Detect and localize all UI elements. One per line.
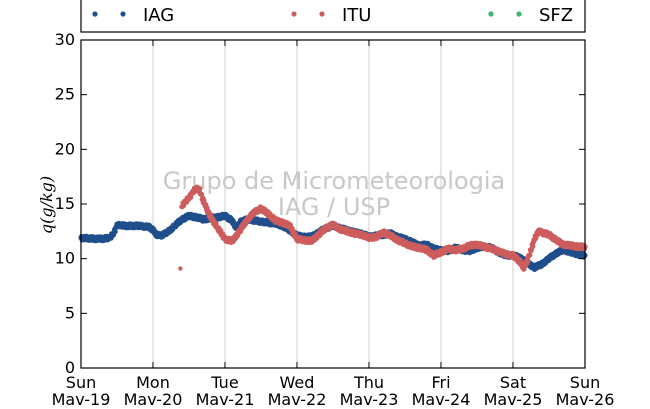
y-axis-label: q(g/kg) — [37, 176, 56, 234]
x-tick-label-date: Mav-20 — [124, 390, 183, 409]
x-tick-label-day: Thu — [353, 373, 384, 392]
x-tick-label-date: Mav-23 — [340, 390, 399, 409]
legend-box — [80, 0, 586, 33]
data-point — [112, 229, 118, 235]
legend-marker — [120, 11, 126, 17]
y-tick-label: 10 — [55, 249, 75, 268]
watermark-line-1: Grupo de Micrometeorologia — [163, 167, 505, 195]
y-tick-label: 25 — [55, 85, 75, 104]
y-tick-label: 20 — [55, 139, 75, 158]
x-tick-label-date: Mav-24 — [412, 390, 471, 409]
x-tick-label-day: Fri — [431, 373, 450, 392]
gridlines — [152, 40, 514, 368]
y-tick-label: 15 — [55, 194, 75, 213]
x-tick-label-date: Mav-26 — [556, 390, 615, 409]
legend-marker — [516, 11, 522, 17]
plot-area — [81, 40, 585, 368]
series-layer — [78, 184, 588, 272]
data-point — [525, 258, 531, 264]
legend-marker — [291, 11, 297, 17]
x-tick-label-day: Wed — [280, 373, 315, 392]
x-tick-label-date: Mav-25 — [484, 390, 543, 409]
x-tick-label-day: Sun — [66, 373, 96, 392]
watermark-line-2: IAG / USP — [278, 193, 390, 221]
x-axis: SunMav-19MonMav-20TueMav-21WedMav-22ThuM… — [52, 40, 615, 409]
y-tick-label: 0 — [65, 358, 75, 377]
y-tick-label: 5 — [65, 303, 75, 322]
x-tick-label-day: Sat — [500, 373, 526, 392]
x-tick-label-day: Mon — [136, 373, 170, 392]
legend-marker — [92, 11, 98, 17]
y-tick-label: 30 — [55, 30, 75, 49]
y-axis: 0 5 10 15 20 25 30 — [55, 30, 585, 377]
x-tick-label-day: Tue — [210, 373, 238, 392]
x-tick-label-date: Mav-21 — [196, 390, 255, 409]
data-point — [197, 186, 203, 192]
watermark: Grupo de Micrometeorologia IAG / USP — [163, 167, 505, 221]
legend: IAG ITU SFZ — [80, 0, 586, 33]
legend-marker — [319, 11, 325, 17]
legend-label-sfz: SFZ — [539, 5, 573, 26]
series-itu — [178, 184, 588, 272]
x-tick-label-date: Mav-22 — [268, 390, 327, 409]
legend-marker — [488, 11, 494, 17]
x-tick-label-date: Mav-19 — [52, 390, 111, 409]
legend-label-itu: ITU — [342, 5, 371, 26]
data-point — [527, 252, 533, 258]
data-point — [530, 243, 536, 249]
data-point — [178, 266, 183, 271]
legend-label-iag: IAG — [143, 5, 174, 26]
x-tick-label-day: Sun — [570, 373, 600, 392]
